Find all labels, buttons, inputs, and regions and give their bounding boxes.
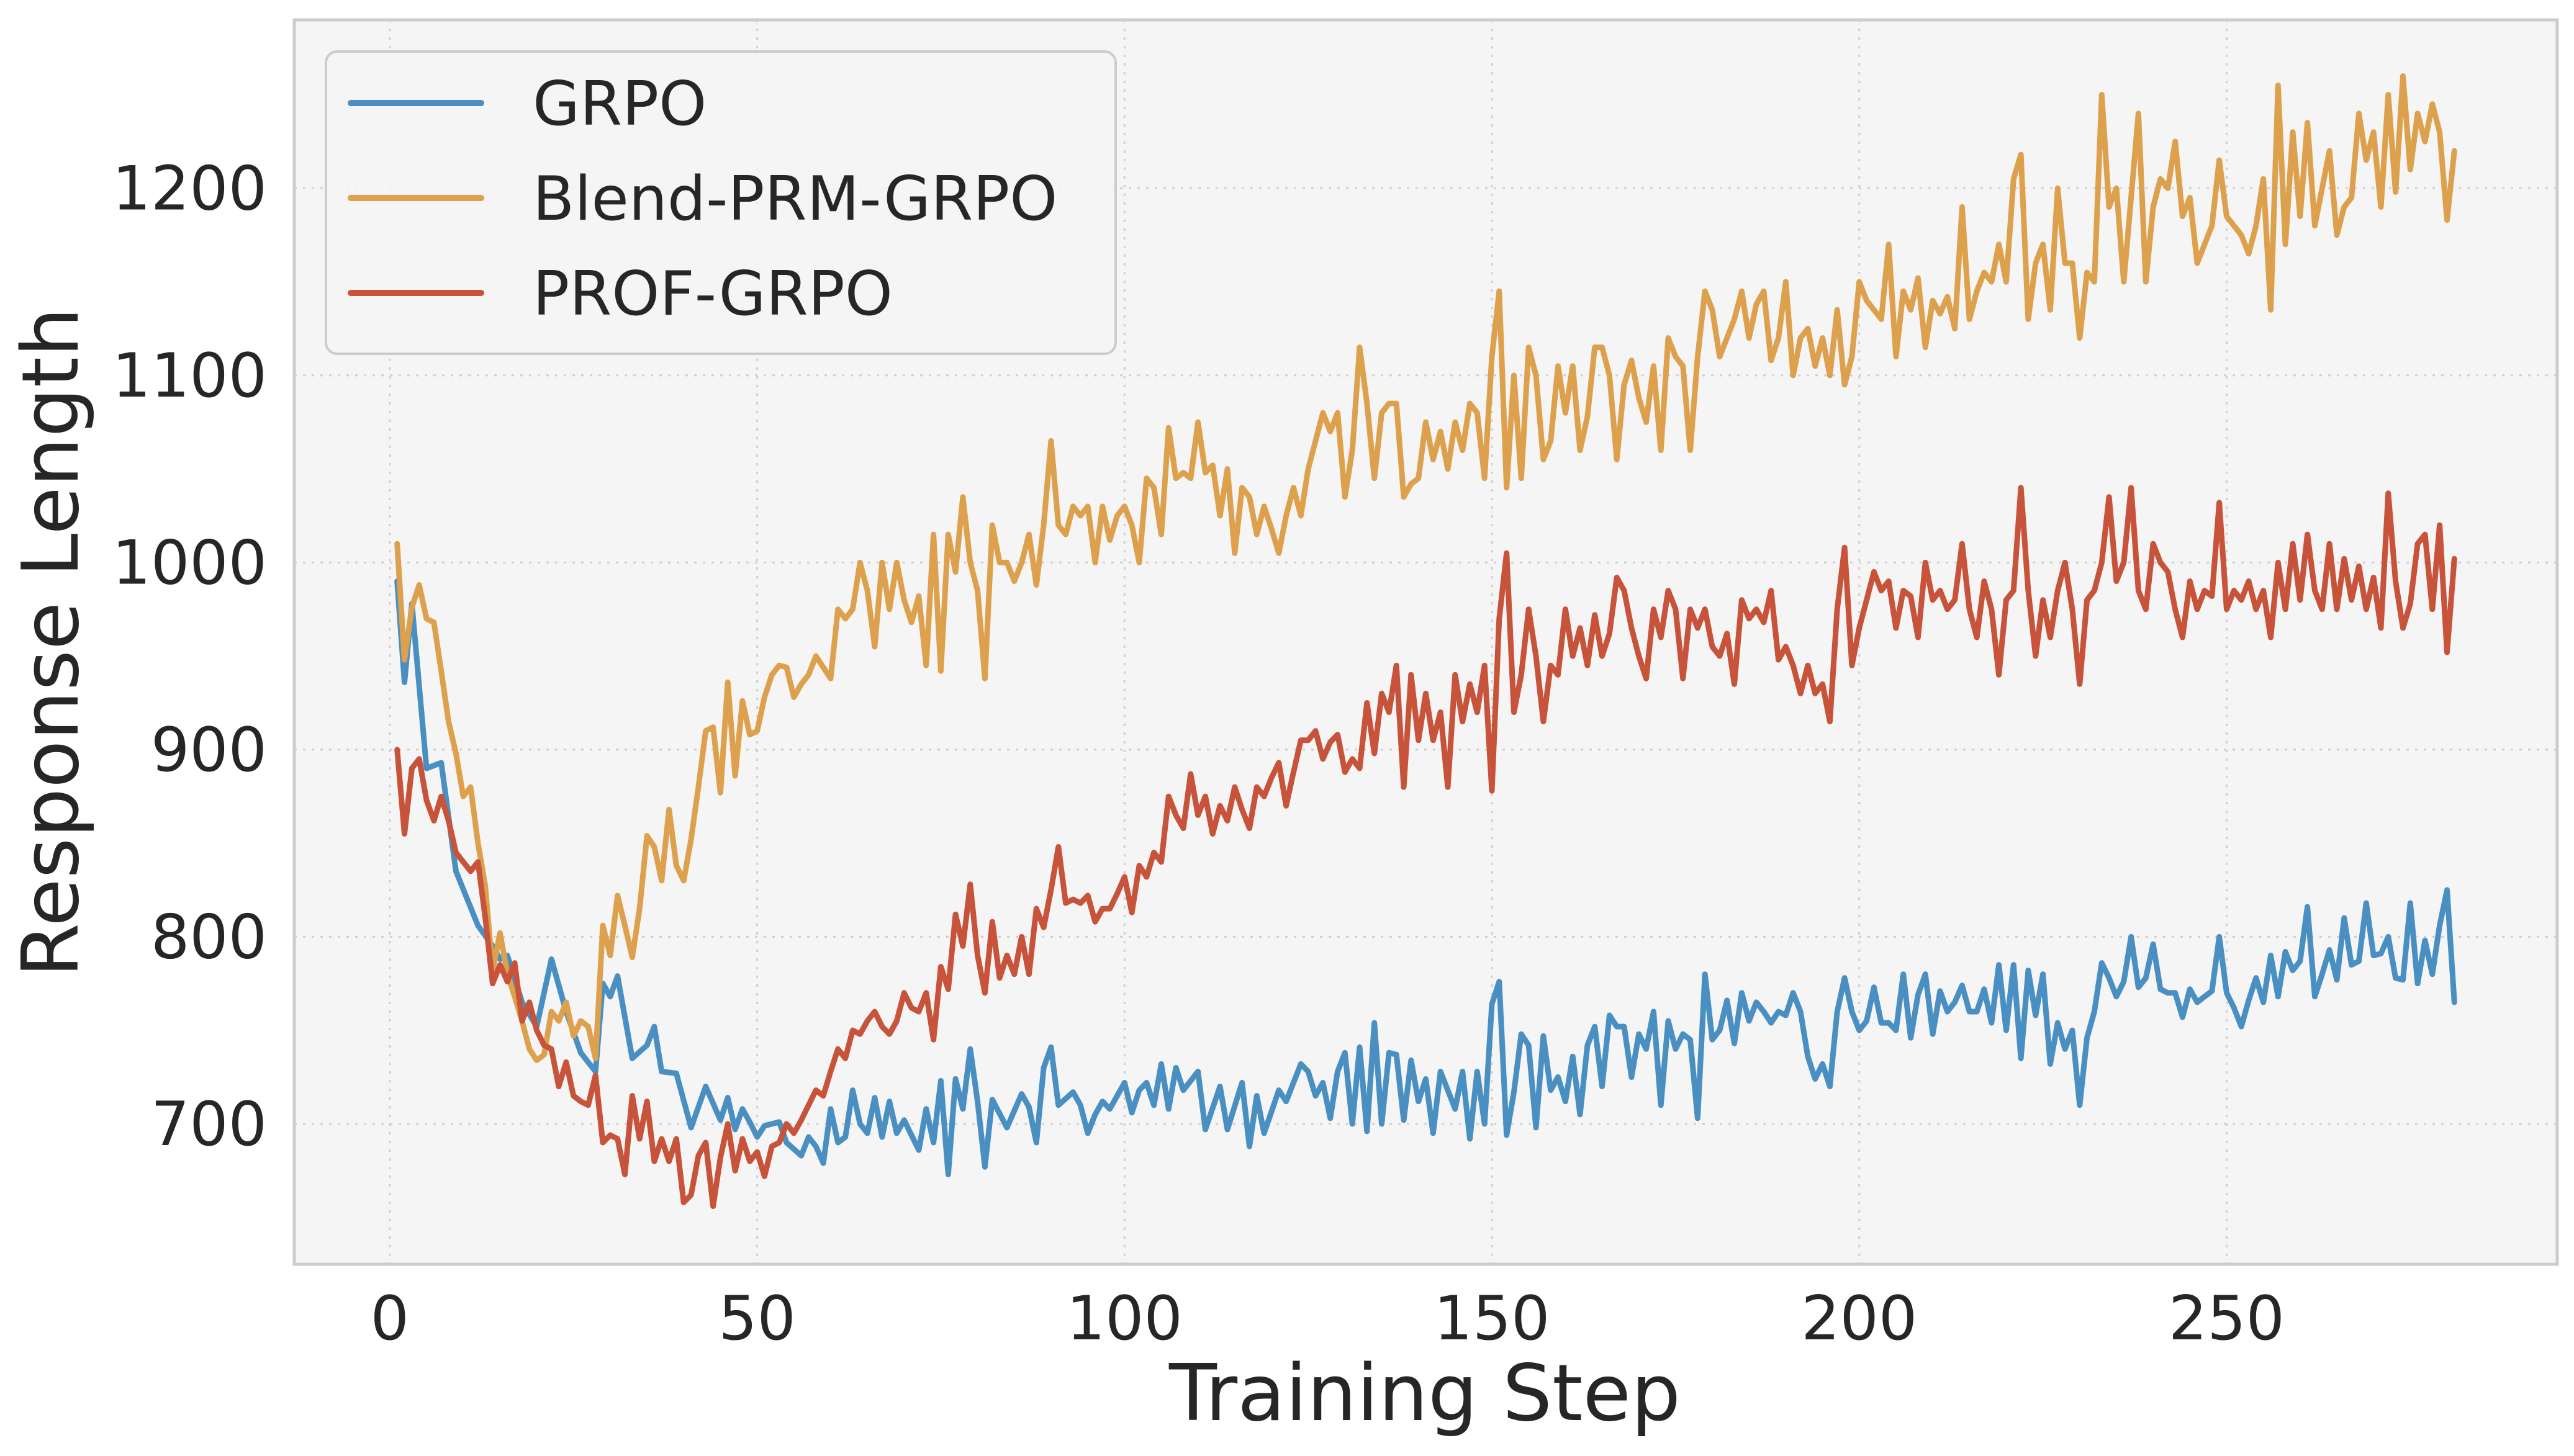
x-tick-label: 100 [1067,1283,1183,1354]
x-tick-label: 200 [1801,1283,1917,1354]
y-axis-title: Response Length [5,307,96,977]
y-tick-label: 1200 [112,153,267,224]
legend-box [325,50,1117,355]
y-axis-ticks: 700 800 900 1000 1100 1200 [112,153,267,1160]
y-tick-label: 700 [151,1089,267,1160]
x-axis-title: Training Step [1168,1347,1681,1439]
legend-label-grpo: GRPO [533,69,707,140]
series-line-grpo [394,578,2457,1177]
x-tick-label: 250 [2169,1283,2285,1354]
x-tick-label: 0 [371,1283,409,1354]
x-axis-ticks: 0 50 100 150 200 250 [371,1283,2285,1354]
legend: GRPO Blend-PRM-GRPO PROF-GRPO [325,50,1117,355]
y-tick-label: 900 [151,715,267,786]
series-layer [394,73,2457,1209]
grid [294,20,2557,1264]
plot-frame [292,18,2559,1266]
series-line-blend-prm-grpo [394,73,2457,1063]
y-tick-label: 1000 [112,528,267,598]
y-tick-label: 800 [151,902,267,973]
y-tick-label: 1100 [112,341,267,411]
x-tick-label: 50 [718,1283,796,1354]
series-line-prof-grpo [394,485,2457,1209]
legend-label-prof-grpo: PROF-GRPO [533,259,893,330]
x-tick-label: 150 [1434,1283,1550,1354]
legend-label-blend-prm-grpo: Blend-PRM-GRPO [533,164,1057,235]
